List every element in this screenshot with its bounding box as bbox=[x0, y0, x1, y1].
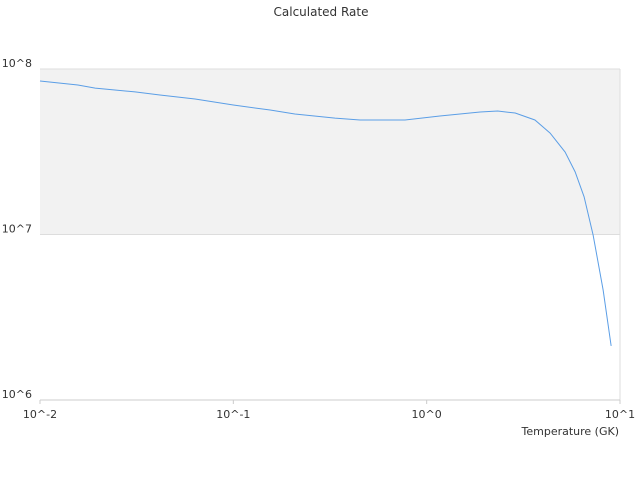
x-tick-label: 10^-2 bbox=[23, 408, 57, 421]
y-tick-label: 10^7 bbox=[2, 223, 32, 236]
grid-band bbox=[40, 69, 620, 235]
x-tick-label: 10^-1 bbox=[216, 408, 250, 421]
x-tick-label: 10^1 bbox=[605, 408, 635, 421]
y-tick-label: 10^6 bbox=[2, 388, 32, 401]
chart-title: Calculated Rate bbox=[274, 5, 369, 19]
x-axis-label: Temperature (GK) bbox=[521, 425, 620, 438]
series-line bbox=[39, 80, 612, 347]
y-tick-label: 10^8 bbox=[2, 57, 32, 70]
x-tick-label: 10^0 bbox=[412, 408, 442, 421]
